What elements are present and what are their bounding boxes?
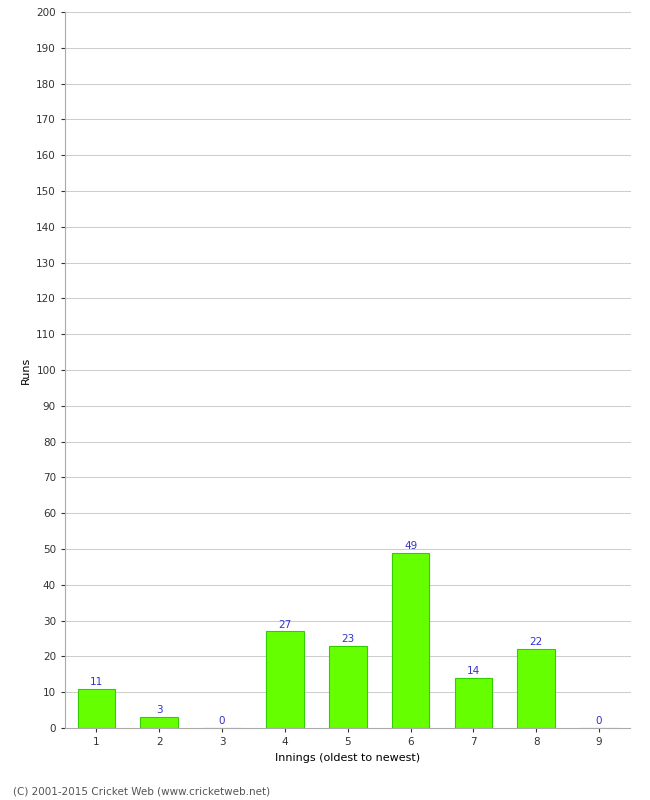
Bar [392,553,430,728]
Text: (C) 2001-2015 Cricket Web (www.cricketweb.net): (C) 2001-2015 Cricket Web (www.cricketwe… [13,786,270,796]
Text: 14: 14 [467,666,480,676]
Bar [329,646,367,728]
X-axis label: Innings (oldest to newest): Innings (oldest to newest) [275,753,421,762]
Text: 27: 27 [278,619,292,630]
Text: 49: 49 [404,541,417,550]
Y-axis label: Runs: Runs [21,356,31,384]
Bar [266,631,304,728]
Text: 3: 3 [156,706,162,715]
Text: 22: 22 [530,638,543,647]
Text: 23: 23 [341,634,354,644]
Text: 11: 11 [90,677,103,687]
Bar [454,678,492,728]
Bar [77,689,115,728]
Bar [517,650,555,728]
Text: 0: 0 [219,716,226,726]
Text: 0: 0 [596,716,603,726]
Bar [140,718,178,728]
